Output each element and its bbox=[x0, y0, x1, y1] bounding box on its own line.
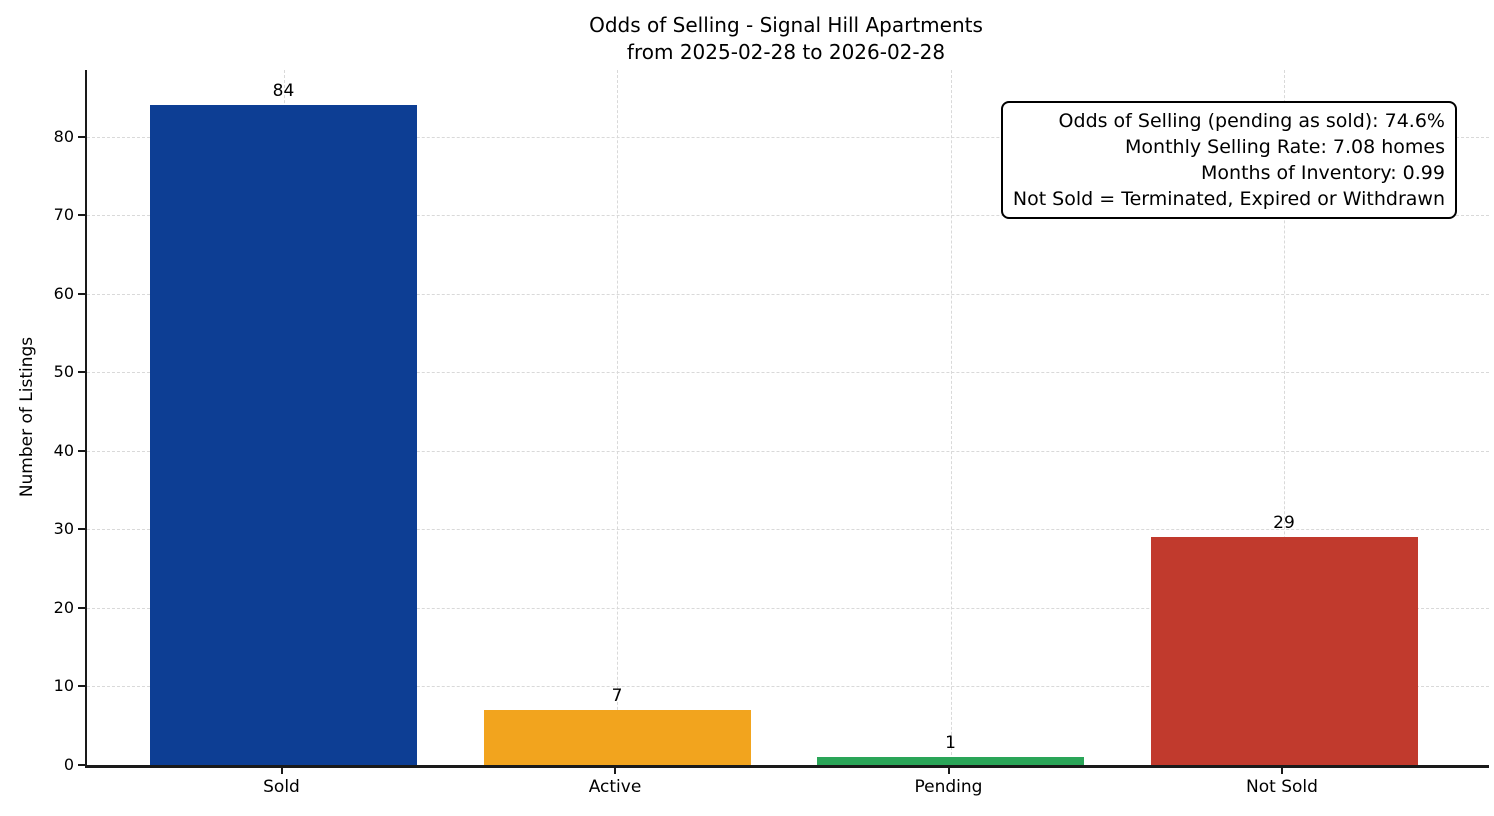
y-tick-label-0: 0 bbox=[63, 755, 74, 774]
y-tick-label-40: 40 bbox=[53, 440, 74, 460]
chart-title-line-1: Odds of Selling - Signal Hill Apartments bbox=[589, 13, 983, 37]
gridline-h-50 bbox=[87, 372, 1489, 374]
y-tick-mark-0 bbox=[78, 764, 85, 766]
bar-value-label-active: 7 bbox=[611, 686, 623, 707]
y-tick-label-10: 10 bbox=[53, 676, 74, 696]
y-tick-mark-20 bbox=[78, 606, 85, 609]
bar-active bbox=[483, 710, 751, 765]
bar-value-label-not-sold: 29 bbox=[1273, 513, 1295, 534]
stats-annotation-box: Odds of Selling (pending as sold): 74.6%… bbox=[1000, 101, 1457, 219]
gridline-h-70 bbox=[87, 215, 1489, 217]
y-tick-label-30: 30 bbox=[53, 519, 74, 539]
annotation-not-sold-definition: Not Sold = Terminated, Expired or Withdr… bbox=[1012, 188, 1445, 210]
bar-pending bbox=[817, 757, 1084, 765]
y-tick-mark-80 bbox=[78, 135, 85, 138]
annotation-odds-of-selling: Odds of Selling (pending as sold): 74.6% bbox=[1058, 110, 1445, 132]
bar-sold bbox=[150, 105, 417, 765]
gridline-h-30 bbox=[87, 529, 1489, 531]
y-axis-label: Number of Listings bbox=[17, 336, 37, 498]
y-tick-label-70: 70 bbox=[53, 205, 74, 225]
x-tick-mark-sold bbox=[280, 768, 283, 774]
y-tick-mark-30 bbox=[78, 528, 85, 531]
y-tick-label-80: 80 bbox=[53, 126, 74, 146]
bar-not-sold bbox=[1150, 537, 1418, 765]
gridline-v-not-sold bbox=[1284, 70, 1285, 765]
x-tick-mark-pending bbox=[947, 768, 950, 774]
y-tick-mark-60 bbox=[78, 292, 85, 295]
gridline-v-active bbox=[617, 70, 618, 765]
gridline-h-20 bbox=[87, 607, 1489, 609]
annotation-months-of-inventory: Months of Inventory: 0.99 bbox=[1201, 162, 1445, 184]
y-tick-mark-10 bbox=[78, 685, 85, 688]
y-tick-mark-40 bbox=[78, 449, 85, 452]
annotation-monthly-selling-rate: Monthly Selling Rate: 7.08 homes bbox=[1125, 136, 1445, 158]
category-label-active: Active bbox=[588, 777, 642, 797]
category-label-not-sold: Not Sold bbox=[1246, 777, 1318, 797]
category-label-sold: Sold bbox=[263, 777, 300, 797]
gridline-h-80 bbox=[87, 136, 1489, 138]
chart-title-line-2: from 2025-02-28 to 2026-02-28 bbox=[626, 40, 946, 64]
bar-value-label-sold: 84 bbox=[272, 81, 295, 102]
gridline-h-40 bbox=[87, 450, 1489, 452]
category-label-pending: Pending bbox=[914, 777, 983, 797]
y-tick-mark-70 bbox=[78, 214, 85, 217]
x-tick-mark-not-sold bbox=[1281, 768, 1283, 774]
chart-title: Odds of Selling - Signal Hill Apartments… bbox=[85, 12, 1487, 66]
bar-value-label-pending: 1 bbox=[945, 733, 956, 754]
gridline-h-60 bbox=[87, 293, 1489, 295]
y-tick-mark-50 bbox=[78, 371, 85, 374]
x-tick-mark-active bbox=[614, 768, 616, 774]
y-tick-label-60: 60 bbox=[53, 283, 74, 303]
gridline-h-10 bbox=[87, 686, 1489, 688]
gridline-v-pending bbox=[950, 70, 952, 765]
y-tick-label-20: 20 bbox=[53, 597, 74, 617]
y-tick-label-50: 50 bbox=[53, 362, 74, 382]
